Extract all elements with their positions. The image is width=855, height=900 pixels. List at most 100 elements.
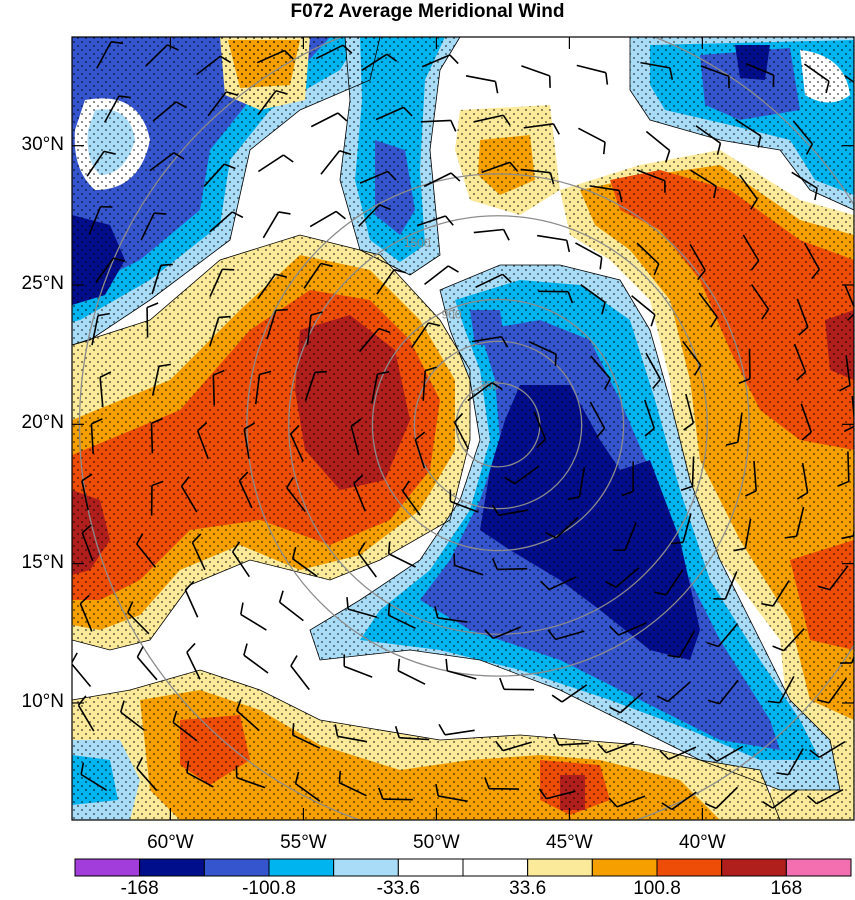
colorbar-swatch xyxy=(527,858,593,877)
wind-barb xyxy=(184,580,199,618)
lon-tick-label: 55°W xyxy=(280,832,327,853)
wind-barb xyxy=(695,125,722,156)
wind-barb xyxy=(656,681,691,703)
wind-barb xyxy=(236,699,260,732)
wind-barb xyxy=(289,424,304,462)
wind-barb xyxy=(257,89,288,116)
wind-barb xyxy=(604,567,640,588)
wind-barb xyxy=(136,757,158,792)
wind-barb xyxy=(704,786,739,810)
wind-barb xyxy=(86,150,116,177)
wind-barb xyxy=(575,242,603,270)
wind-barb xyxy=(309,210,346,228)
wind-barb xyxy=(738,348,751,385)
wind-barb xyxy=(371,371,390,404)
wind-barb xyxy=(387,603,416,630)
wind-barb xyxy=(839,355,851,392)
wind-barb xyxy=(465,74,499,94)
wind-barb xyxy=(421,54,459,68)
wind-barb xyxy=(136,646,158,681)
wind-barb xyxy=(521,65,551,88)
wind-barb xyxy=(149,152,185,172)
wind-barb xyxy=(286,477,306,513)
wind-barb xyxy=(196,422,209,460)
wind-barb xyxy=(690,169,717,199)
wind-barb xyxy=(414,431,426,469)
wind-barb xyxy=(745,62,775,88)
wind-barb xyxy=(357,542,377,578)
wind-barb xyxy=(545,516,579,539)
wind-barb xyxy=(90,418,103,454)
wind-barb xyxy=(738,174,758,210)
wind-barb xyxy=(453,412,470,450)
wind-barb xyxy=(152,101,188,122)
wind-barb xyxy=(844,74,854,84)
wind-barb xyxy=(79,594,93,632)
wind-barb xyxy=(800,403,812,441)
wind-barb xyxy=(81,473,93,511)
wind-barb xyxy=(119,700,146,732)
wind-barb xyxy=(467,382,503,402)
wind-barb xyxy=(680,456,695,492)
colorbar-swatch xyxy=(74,858,141,877)
wind-barb xyxy=(567,467,586,501)
wind-barb xyxy=(91,312,110,346)
wind-barb xyxy=(784,506,805,539)
wind-barb xyxy=(706,622,739,648)
wind-barb xyxy=(145,44,179,67)
wind-barb xyxy=(397,658,426,685)
wind-barb xyxy=(725,412,743,446)
wind-barb xyxy=(416,215,454,227)
wind-barb xyxy=(238,471,253,509)
wind-barb xyxy=(661,791,697,811)
wind-barb xyxy=(303,262,333,289)
wind-barb xyxy=(278,590,304,622)
wind-barb xyxy=(803,63,830,94)
colorbar xyxy=(74,858,852,877)
wind-barb xyxy=(266,308,288,340)
wind-barb xyxy=(608,795,646,808)
wind-barb xyxy=(640,61,674,80)
wind-barb xyxy=(257,154,294,173)
colorbar-swatch xyxy=(785,858,852,877)
wind-barb xyxy=(257,273,288,300)
wind-barb xyxy=(290,655,310,691)
wind-barb xyxy=(243,422,255,459)
range-ring-label: 1500 xyxy=(404,236,431,250)
wind-barb xyxy=(209,268,235,297)
lat-tick-label: 20°N xyxy=(21,412,64,434)
lat-tick-label: 10°N xyxy=(21,690,64,712)
wind-barb xyxy=(817,678,847,704)
wind-barb xyxy=(700,65,730,89)
wind-barb xyxy=(597,741,635,754)
wind-barb xyxy=(707,679,739,705)
map-plot-area: 3009001500 xyxy=(72,37,854,820)
wind-barb xyxy=(424,265,459,286)
wind-barb xyxy=(375,106,413,121)
wind-barb xyxy=(410,322,441,349)
wind-barb xyxy=(306,311,323,345)
colorbar-swatch xyxy=(268,858,335,877)
wind-barb xyxy=(742,234,760,271)
wind-barb xyxy=(589,401,606,438)
wind-barb xyxy=(683,393,695,431)
lat-tick-label: 30°N xyxy=(21,133,64,155)
wind-barb xyxy=(491,504,529,516)
wind-barb xyxy=(659,746,697,761)
wind-barb xyxy=(707,745,744,762)
wind-barb xyxy=(636,169,666,193)
wind-barb xyxy=(761,580,790,607)
wind-barb xyxy=(553,733,589,746)
wind-barb xyxy=(589,185,623,203)
wind-barb xyxy=(350,418,362,456)
wind-barb xyxy=(88,205,113,235)
wind-barb xyxy=(473,228,510,241)
wind-barb xyxy=(150,480,164,516)
wind-barb xyxy=(806,788,844,805)
wind-barb xyxy=(387,541,416,568)
wind-barb xyxy=(473,114,511,126)
colorbar-swatch xyxy=(721,858,787,877)
range-ring xyxy=(288,215,708,635)
wind-barb xyxy=(186,642,201,680)
lon-tick-label: 45°W xyxy=(546,832,593,853)
